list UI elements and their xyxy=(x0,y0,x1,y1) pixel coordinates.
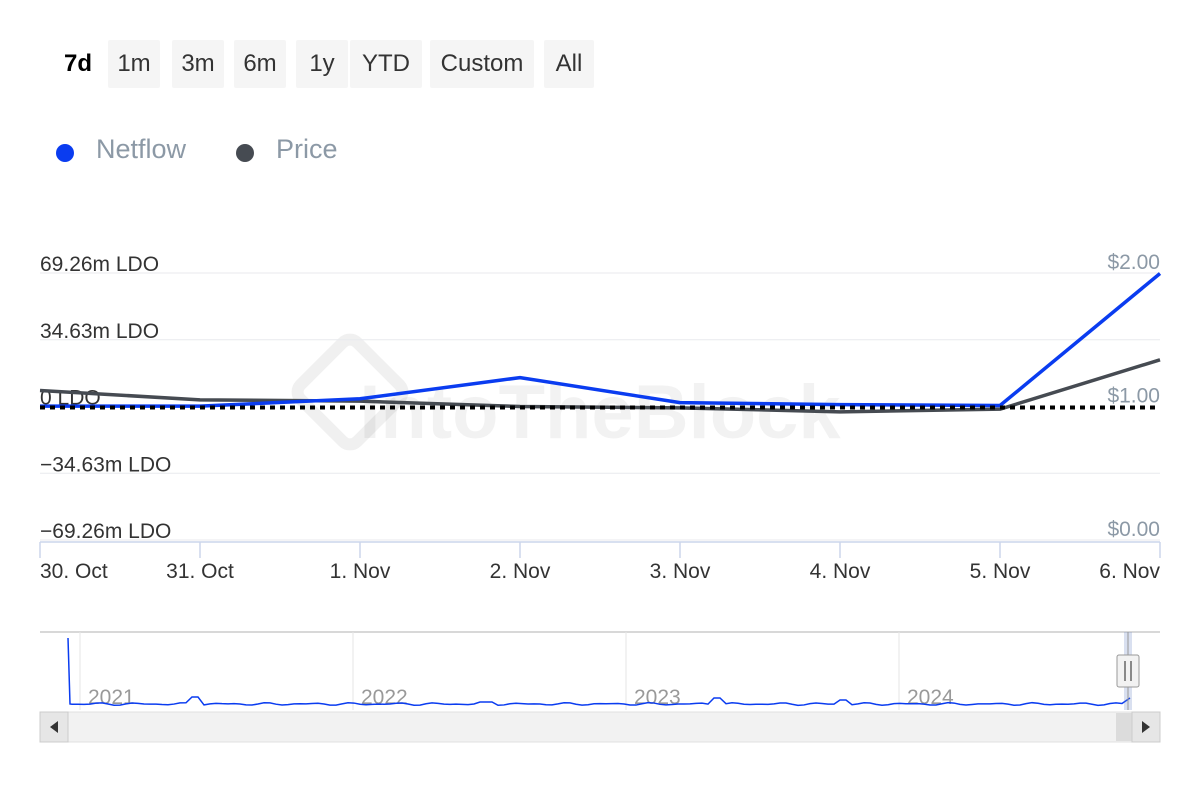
scrollbar-thumb[interactable] xyxy=(1116,713,1132,741)
navigator-year-label-2: 2023 xyxy=(634,686,681,709)
x-tick-label-4: 3. Nov xyxy=(650,560,711,583)
scrollbar-right-button[interactable] xyxy=(1131,711,1161,743)
range-button-custom[interactable]: Custom xyxy=(430,40,534,88)
y-left-tick-label-0: 69.26m LDO xyxy=(40,253,159,276)
range-button-ytd[interactable]: YTD xyxy=(350,40,422,88)
navigator-year-label-1: 2022 xyxy=(361,686,408,709)
x-tick-label-2: 1. Nov xyxy=(330,560,391,583)
x-tick-label-5: 4. Nov xyxy=(810,560,871,583)
netflow-series-line xyxy=(40,272,1162,408)
range-button-6m[interactable]: 6m xyxy=(234,40,286,88)
watermark-logo xyxy=(291,333,409,451)
y-left-tick-label-1: 34.63m LDO xyxy=(40,320,159,343)
range-button-1y[interactable]: 1y xyxy=(296,40,348,88)
y-left-tick-label-3: −34.63m LDO xyxy=(40,453,171,476)
legend-item-price[interactable]: Price xyxy=(236,134,356,168)
x-tick-label-7: 6. Nov xyxy=(1099,560,1160,583)
navigator-year-label-0: 2021 xyxy=(88,686,135,709)
arrow-right-icon xyxy=(1142,721,1150,733)
x-tick-label-3: 2. Nov xyxy=(490,560,551,583)
scrollbar-track[interactable] xyxy=(39,711,1161,743)
navigator-series-line xyxy=(67,637,1131,707)
legend-item-netflow[interactable]: Netflow xyxy=(56,134,216,168)
arrow-left-icon xyxy=(50,721,58,733)
range-button-3m[interactable]: 3m xyxy=(172,40,224,88)
x-tick-label-1: 31. Oct xyxy=(166,560,234,583)
price-legend-marker xyxy=(236,144,254,162)
range-button-all[interactable]: All xyxy=(544,40,594,88)
netflow-legend-label: Netflow xyxy=(96,134,187,164)
netflow-legend-marker xyxy=(56,144,74,162)
navigator-handle[interactable] xyxy=(1116,654,1140,688)
y-right-tick-label-1: $1.00 xyxy=(1107,385,1160,408)
x-tick-label-0: 30. Oct xyxy=(40,560,108,583)
range-button-7d[interactable]: 7d xyxy=(52,40,104,88)
watermark-text: IntoTheBlock xyxy=(359,370,841,455)
price-legend-label: Price xyxy=(276,134,338,164)
y-left-tick-label-4: −69.26m LDO xyxy=(40,520,171,543)
y-right-tick-label-0: $2.00 xyxy=(1107,251,1160,274)
y-right-tick-label-2: $0.00 xyxy=(1107,518,1160,541)
x-tick-label-6: 5. Nov xyxy=(970,560,1031,583)
range-button-1m[interactable]: 1m xyxy=(108,40,160,88)
